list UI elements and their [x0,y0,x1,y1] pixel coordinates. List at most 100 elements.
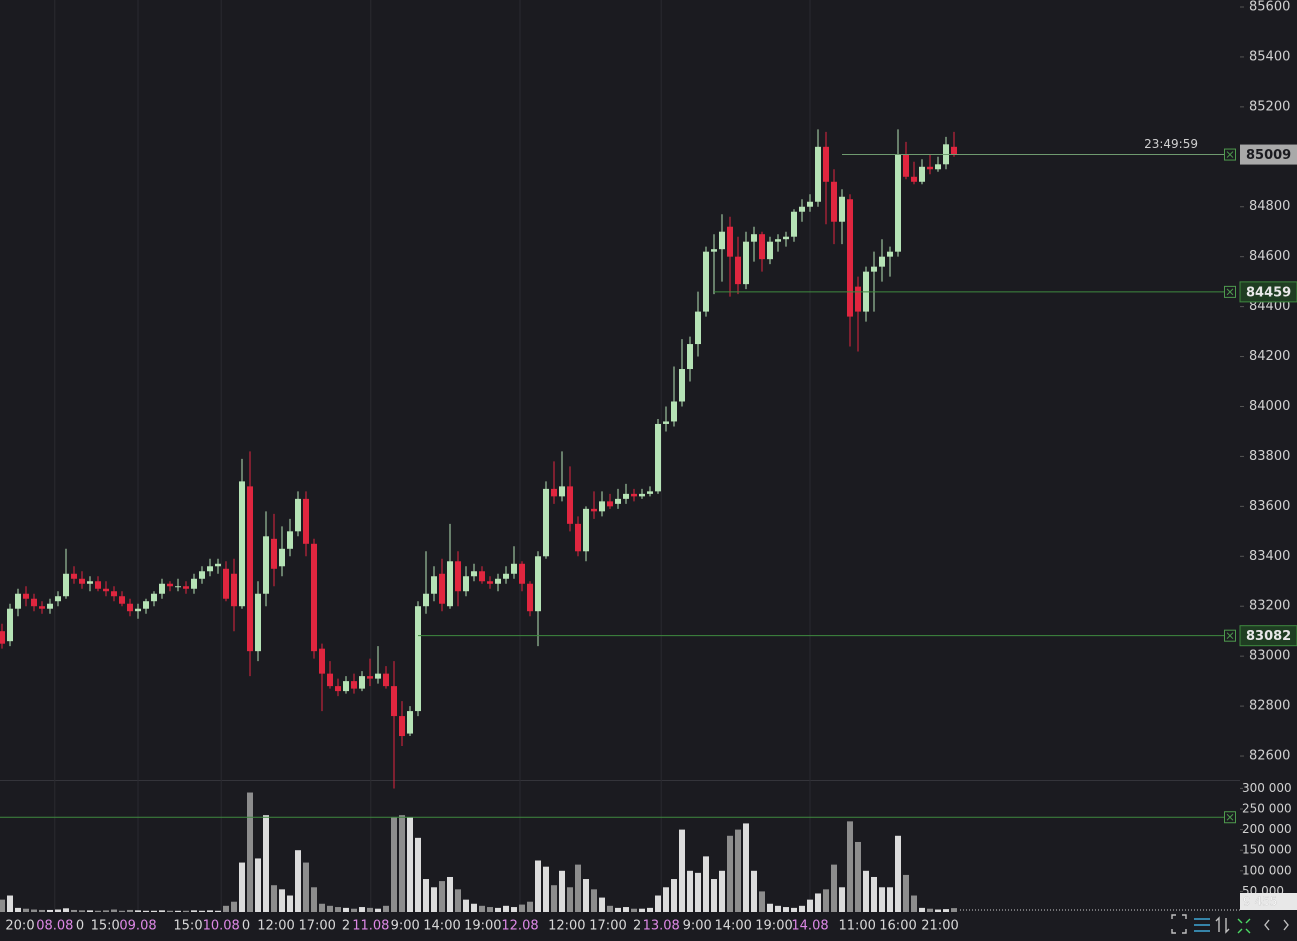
x-tick-label: 14.08 [791,919,828,934]
level-close-icon [1224,811,1236,824]
candle-body [903,154,909,177]
volume-bar [607,905,613,912]
candle-body [87,581,93,584]
candle-body [47,603,53,609]
x-tick-label: 9:00 [391,919,420,934]
volume-bar [183,910,189,912]
sort-icon[interactable] [1215,916,1230,934]
candle-body [471,571,477,577]
volume-bar [535,860,541,912]
candle-body [111,591,117,597]
candle-body [647,491,653,494]
candle-body [503,573,509,579]
candle-body [327,673,333,687]
candle-body [255,593,261,652]
volume-bar [791,907,797,912]
candle-body [167,583,173,587]
volume-bar [743,823,749,912]
y-tick-label: 84400 [1249,299,1290,314]
volume-bar [391,817,397,912]
volume-bar [455,889,461,912]
volume-bar [311,887,317,912]
candle-body [71,573,77,579]
candle-body [519,563,525,584]
settings-icon[interactable] [1194,918,1210,932]
volume-bar [87,910,93,912]
scroll-right[interactable] [1283,919,1289,931]
y-tick-label: 83400 [1249,549,1290,564]
volume-bar [695,872,701,912]
level-close-icon [1224,629,1236,642]
candle-body [455,561,461,592]
level-close-icon [1226,813,1234,821]
candle-body [247,486,253,652]
volume-bar [343,907,349,912]
candle-body [0,631,5,644]
volume-bar [375,908,381,912]
volume-bar [783,907,789,912]
volume-bar [567,887,573,912]
volume-bar [799,905,805,912]
volume-bar [759,891,765,912]
candle-body [295,498,301,532]
candle-body [815,146,821,202]
candle-body [39,606,45,609]
candle-body [871,266,877,272]
volume-bar [639,908,645,912]
volume-bar [807,899,813,912]
volume-bar [663,887,669,912]
volume-bar [407,817,413,912]
collapse-icon[interactable] [1237,918,1251,934]
candle-body [399,716,405,737]
y-tick-label: 84600 [1249,249,1290,264]
candle-body [303,498,309,544]
volume-bar [831,864,837,912]
candle-body [911,176,917,182]
volume-bar [927,908,933,912]
candle-body [727,226,733,257]
volume-bar [151,910,157,912]
volume-bar [167,910,173,912]
candle-body [719,231,725,250]
x-tick-label: 14:00 [423,919,460,934]
volume-bar [95,910,101,912]
volume-bar [39,909,45,912]
candle-body [191,578,197,589]
volume-bar [399,815,405,912]
candle-body [567,486,573,524]
candle-body [279,548,285,567]
candle-body [23,593,29,599]
volume-bar [423,879,429,912]
marks [0,129,1224,912]
x-tick-label: 0 [242,919,250,934]
scroll-left[interactable] [1264,919,1270,931]
volume-bar [711,879,717,912]
x-tick-label: 10.08 [203,919,240,934]
candle-body [343,681,349,692]
level-close-icon [1226,151,1234,158]
volume-tick-label: 100 000 [1242,863,1292,877]
volume-bar [119,910,125,912]
price-level-tag [1239,625,1297,647]
volume-bar [383,905,389,912]
volume-bar [255,858,261,912]
candle-body [7,608,13,642]
volume-bar [127,909,133,912]
candle-body [847,199,853,317]
volume-tick-label: 250 000 [1242,802,1292,816]
volume-bar [903,874,909,912]
x-tick-label: 19:00 [464,919,501,934]
volume-bar [7,895,13,912]
candle-body [703,251,709,312]
fullscreen-icon[interactable] [1171,914,1187,934]
grid [54,0,1244,912]
x-tick-label: 9:00 [683,919,712,934]
volume-bar [271,885,277,912]
candle-body [655,423,661,492]
volume-bar [631,908,637,912]
volume-bar [839,887,845,912]
volume-bar [367,907,373,912]
candle-body [135,608,141,612]
candle-body [919,166,925,182]
volume-bar [647,907,653,912]
